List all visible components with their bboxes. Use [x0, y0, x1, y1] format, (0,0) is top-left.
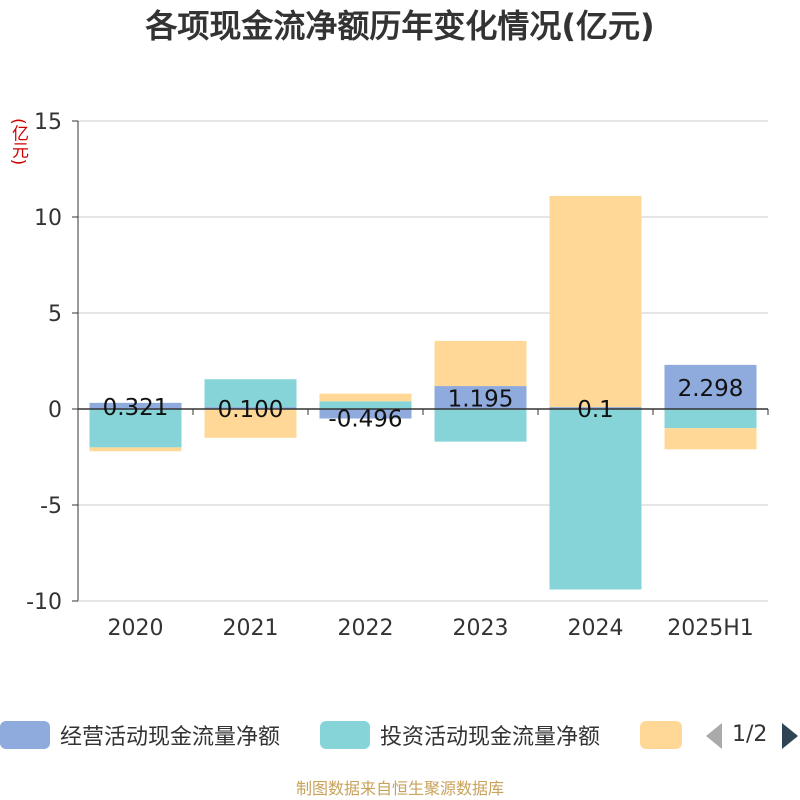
legend-pager: 1/2 — [700, 715, 800, 755]
legend: 经营活动现金流量净额 投资活动现金流量净额 — [0, 715, 800, 755]
legend-label-operating: 经营活动现金流量净额 — [60, 725, 281, 750]
x-tick-label: 2024 — [568, 616, 624, 641]
bar-series3-2023[interactable] — [434, 340, 527, 387]
bar-series2-2025H1[interactable] — [664, 409, 757, 429]
data-label-operating: 2.298 — [678, 376, 744, 402]
chevron-right-icon[interactable] — [780, 721, 800, 751]
data-label-operating: 0.100 — [218, 397, 284, 423]
bar-series1-2024[interactable] — [549, 407, 642, 409]
chevron-left-icon[interactable] — [704, 721, 724, 751]
y-tick-label: -10 — [26, 590, 62, 615]
y-tick-label: 0 — [48, 398, 62, 423]
bar-series2-2022[interactable] — [319, 401, 412, 409]
bar-series1-2021[interactable] — [204, 407, 297, 409]
y-tick-label: 10 — [34, 206, 62, 231]
data-label-operating: -0.496 — [328, 407, 402, 433]
y-axis-label: (亿元) — [8, 118, 28, 166]
chart-plot: 15 10 5 0 -5 -10 2020 2021 2022 2023 2024 2025H1 0.3… — [26, 110, 769, 641]
legend-item-investing[interactable]: 投资活动现金流量净额 — [320, 715, 600, 755]
x-tick-label: 2020 — [108, 616, 164, 641]
bar-series3-2021[interactable] — [204, 409, 297, 438]
bar-series1-2023[interactable] — [434, 386, 527, 409]
legend-swatch-investing — [320, 721, 370, 749]
legend-item-third[interactable] — [640, 715, 682, 755]
legend-item-operating[interactable]: 经营活动现金流量净额 — [0, 715, 280, 755]
data-label-operating: 0.321 — [103, 395, 169, 421]
data-label-operating: 0.1 — [577, 397, 614, 423]
bar-series2-2020[interactable] — [89, 409, 182, 448]
legend-swatch-operating — [0, 721, 50, 749]
legend-label-investing: 投资活动现金流量净额 — [380, 725, 601, 750]
x-tick-label: 2023 — [453, 616, 509, 641]
bar-series2-2021[interactable] — [204, 379, 297, 408]
bar-series1-2022[interactable] — [319, 409, 412, 419]
data-source-note: 制图数据来自恒生聚源数据库 — [295, 779, 504, 798]
bar-series1-2020[interactable] — [89, 402, 182, 409]
y-tick-label: 5 — [48, 302, 62, 327]
bar-series2-2024[interactable] — [549, 409, 642, 590]
bar-series3-2024[interactable] — [549, 195, 642, 408]
bar-series1-2025H1[interactable] — [664, 364, 757, 409]
chart-title: 各项现金流净额历年变化情况(亿元) — [145, 7, 655, 45]
x-tick-label: 2022 — [338, 616, 394, 641]
bar-series3-2020[interactable] — [89, 447, 182, 452]
y-tick-label: 15 — [34, 110, 62, 135]
data-label-operating: 1.195 — [448, 387, 514, 413]
legend-page-indicator: 1/2 — [732, 722, 768, 747]
bar-series2-2023[interactable] — [434, 409, 527, 442]
bar-series3-2025H1[interactable] — [664, 428, 757, 450]
legend-swatch-third — [640, 721, 682, 749]
x-tick-label: 2025H1 — [667, 616, 754, 641]
y-tick-label: -5 — [40, 494, 62, 519]
x-tick-label: 2021 — [223, 616, 279, 641]
bar-series3-2022[interactable] — [319, 393, 412, 402]
